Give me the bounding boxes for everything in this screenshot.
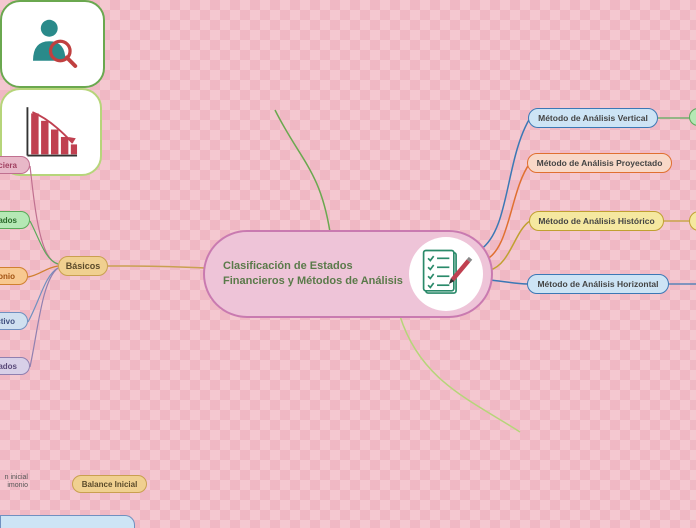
method-node-3[interactable]: Método de Análisis Horizontal <box>527 274 669 294</box>
method-node-0[interactable]: Método de Análisis Vertical <box>528 108 658 128</box>
left-partial-3[interactable]: fectivo <box>0 312 28 330</box>
method-node-1[interactable]: Método de Análisis Proyectado <box>527 153 672 173</box>
bottom-edge-box <box>0 515 135 528</box>
checklist-icon <box>409 237 483 311</box>
left-partial-1[interactable]: ultados <box>0 211 30 229</box>
center-title: Clasificación de Estados Financieros y M… <box>223 259 403 290</box>
left-partial-0[interactable]: anciera <box>0 156 30 174</box>
balance-label: Balance Inicial <box>82 480 138 489</box>
balance-inicial-node[interactable]: Balance Inicial <box>72 475 147 493</box>
left-partial-2[interactable]: imonio <box>0 267 28 285</box>
center-node[interactable]: Clasificación de Estados Financieros y M… <box>203 230 493 318</box>
tiny-partial-label: n inicial imonio <box>0 474 28 489</box>
left-partial-4[interactable]: lidados <box>0 357 30 375</box>
declining-bars-icon <box>16 101 86 163</box>
person-search-icon <box>20 12 85 77</box>
basicos-node[interactable]: Básicos <box>58 256 108 276</box>
basicos-label: Básicos <box>66 261 101 271</box>
edge-node-yellow[interactable] <box>689 211 696 231</box>
method-node-2[interactable]: Método de Análisis Histórico <box>529 211 664 231</box>
edge-node-green[interactable] <box>689 108 696 126</box>
top-icon-node <box>0 0 105 88</box>
